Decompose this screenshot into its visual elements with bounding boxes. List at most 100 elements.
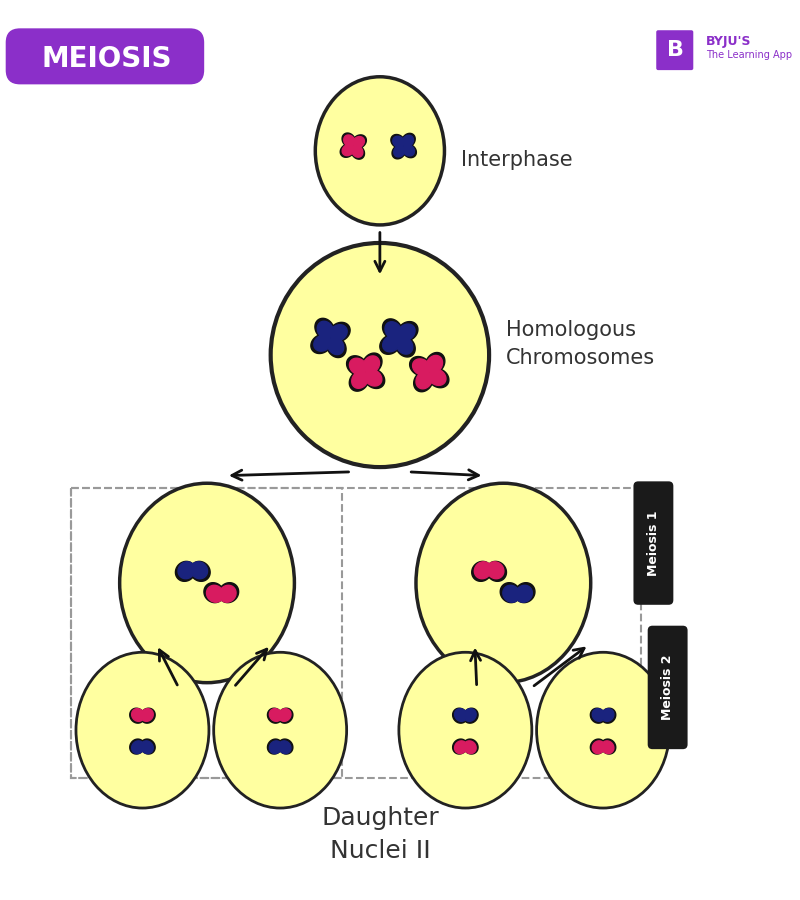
- Polygon shape: [601, 708, 616, 723]
- FancyBboxPatch shape: [634, 482, 674, 605]
- Polygon shape: [270, 708, 282, 721]
- Polygon shape: [515, 585, 532, 602]
- Polygon shape: [464, 741, 476, 753]
- Polygon shape: [394, 145, 406, 157]
- Polygon shape: [278, 708, 293, 723]
- Polygon shape: [602, 741, 614, 753]
- Text: Interphase: Interphase: [461, 150, 572, 170]
- Polygon shape: [344, 135, 355, 147]
- Polygon shape: [398, 321, 418, 341]
- Polygon shape: [342, 144, 354, 156]
- Polygon shape: [206, 585, 223, 602]
- Polygon shape: [132, 708, 144, 721]
- FancyBboxPatch shape: [648, 626, 687, 749]
- Ellipse shape: [270, 243, 489, 467]
- Polygon shape: [314, 335, 331, 351]
- Polygon shape: [410, 356, 430, 376]
- Text: MEIOSIS: MEIOSIS: [41, 45, 172, 73]
- Text: Daughter
Nuclei II: Daughter Nuclei II: [321, 806, 438, 863]
- Polygon shape: [402, 144, 416, 158]
- Polygon shape: [352, 371, 368, 388]
- Polygon shape: [402, 135, 414, 147]
- Polygon shape: [267, 708, 282, 723]
- Polygon shape: [141, 708, 154, 721]
- Polygon shape: [352, 137, 364, 148]
- Bar: [71, 488, 641, 778]
- Ellipse shape: [315, 76, 445, 225]
- FancyBboxPatch shape: [6, 28, 204, 85]
- Text: B: B: [666, 40, 684, 60]
- Polygon shape: [278, 739, 293, 754]
- Polygon shape: [602, 708, 614, 721]
- Polygon shape: [204, 582, 224, 603]
- Polygon shape: [382, 336, 400, 352]
- Polygon shape: [487, 562, 504, 579]
- Polygon shape: [426, 356, 442, 373]
- Polygon shape: [414, 371, 433, 392]
- Polygon shape: [141, 708, 155, 723]
- Polygon shape: [330, 325, 347, 341]
- Polygon shape: [363, 356, 379, 373]
- Polygon shape: [428, 369, 446, 385]
- Polygon shape: [351, 145, 363, 158]
- Polygon shape: [278, 708, 291, 721]
- Polygon shape: [132, 741, 144, 753]
- Polygon shape: [416, 371, 432, 389]
- Polygon shape: [340, 144, 354, 158]
- Polygon shape: [463, 739, 478, 754]
- Polygon shape: [474, 562, 491, 579]
- Polygon shape: [402, 145, 414, 156]
- Polygon shape: [219, 585, 236, 602]
- Polygon shape: [141, 739, 155, 754]
- Text: Homologous
Chromosomes: Homologous Chromosomes: [506, 320, 655, 367]
- Ellipse shape: [399, 652, 532, 808]
- Bar: [71, 488, 342, 778]
- Polygon shape: [178, 562, 195, 579]
- Polygon shape: [327, 337, 346, 357]
- Polygon shape: [362, 353, 382, 374]
- Polygon shape: [385, 321, 402, 339]
- Ellipse shape: [120, 483, 294, 683]
- Polygon shape: [396, 337, 413, 354]
- Polygon shape: [486, 562, 506, 581]
- Polygon shape: [503, 585, 520, 602]
- Polygon shape: [311, 334, 332, 354]
- Polygon shape: [350, 358, 367, 374]
- Polygon shape: [351, 145, 365, 159]
- FancyBboxPatch shape: [656, 31, 694, 70]
- Polygon shape: [318, 321, 334, 339]
- Polygon shape: [190, 562, 207, 579]
- Polygon shape: [350, 371, 369, 392]
- Polygon shape: [590, 739, 605, 754]
- Polygon shape: [453, 708, 467, 723]
- Polygon shape: [454, 741, 467, 753]
- Ellipse shape: [76, 652, 209, 808]
- Ellipse shape: [214, 652, 346, 808]
- Polygon shape: [218, 582, 238, 603]
- Polygon shape: [346, 356, 367, 375]
- Polygon shape: [130, 708, 145, 723]
- Polygon shape: [396, 337, 415, 357]
- Polygon shape: [454, 708, 467, 721]
- Polygon shape: [426, 353, 445, 374]
- Polygon shape: [190, 562, 210, 581]
- Polygon shape: [592, 741, 605, 753]
- Polygon shape: [463, 708, 478, 723]
- Polygon shape: [413, 359, 430, 375]
- Polygon shape: [364, 369, 385, 389]
- Ellipse shape: [416, 483, 590, 683]
- Polygon shape: [500, 582, 520, 603]
- Polygon shape: [278, 741, 291, 753]
- Polygon shape: [472, 562, 492, 581]
- Ellipse shape: [537, 652, 670, 808]
- Polygon shape: [590, 708, 605, 723]
- Polygon shape: [601, 739, 616, 754]
- Polygon shape: [428, 368, 449, 388]
- Polygon shape: [175, 562, 195, 581]
- Polygon shape: [392, 145, 406, 158]
- Polygon shape: [364, 370, 382, 386]
- Polygon shape: [380, 335, 401, 355]
- Polygon shape: [402, 133, 415, 148]
- Polygon shape: [398, 324, 415, 340]
- Polygon shape: [453, 739, 467, 754]
